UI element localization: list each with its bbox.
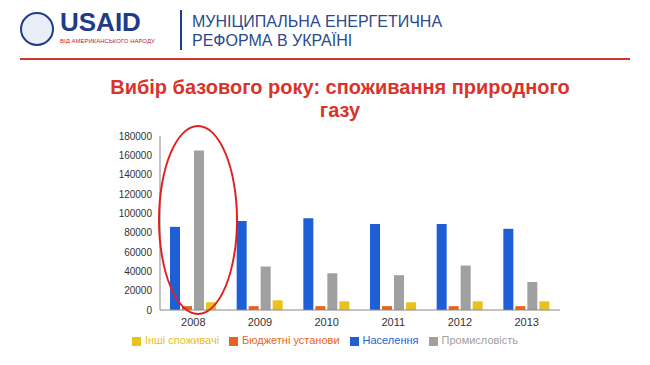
svg-text:180000: 180000: [119, 131, 153, 142]
html-text:Промисловість: Промисловість: [441, 334, 519, 346]
svg-text:140000: 140000: [119, 169, 153, 180]
svg-text:2011: 2011: [382, 316, 406, 328]
html-text:РЕФОРМА В УКРАЇНІ: РЕФОРМА В УКРАЇНІ: [192, 32, 353, 49]
svg-text:60000: 60000: [124, 247, 152, 258]
svg-text:2008: 2008: [181, 316, 205, 328]
svg-text:0: 0: [146, 305, 152, 316]
svg-text:2009: 2009: [248, 316, 272, 328]
html-text:USAID: USAID: [60, 7, 141, 37]
html-text:ВІД АМЕРИКАНСЬКОГО НАРОДУ: ВІД АМЕРИКАНСЬКОГО НАРОДУ: [60, 38, 155, 44]
svg-text:2010: 2010: [314, 316, 338, 328]
svg-text:80000: 80000: [124, 227, 152, 238]
svg-text:20000: 20000: [124, 285, 152, 296]
svg-text:2012: 2012: [448, 316, 472, 328]
html-text:Іншi споживачі: Іншi споживачі: [144, 334, 220, 346]
svg-text:2013: 2013: [514, 316, 538, 328]
svg-text:160000: 160000: [119, 150, 153, 161]
svg-text:120000: 120000: [119, 189, 153, 200]
html-text:Бюджетні установи: Бюджетні установи: [242, 334, 340, 346]
svg-text:40000: 40000: [124, 266, 152, 277]
html-text:МУНІЦИПАЛЬНА ЕНЕРГЕТИЧНА: МУНІЦИПАЛЬНА ЕНЕРГЕТИЧНА: [192, 13, 443, 30]
html-text:Населення: Населення: [362, 334, 419, 346]
html-text:Вибір базового року: споживанн: Вибір базового року: споживання природно…: [110, 76, 570, 121]
svg-text:100000: 100000: [119, 208, 153, 219]
